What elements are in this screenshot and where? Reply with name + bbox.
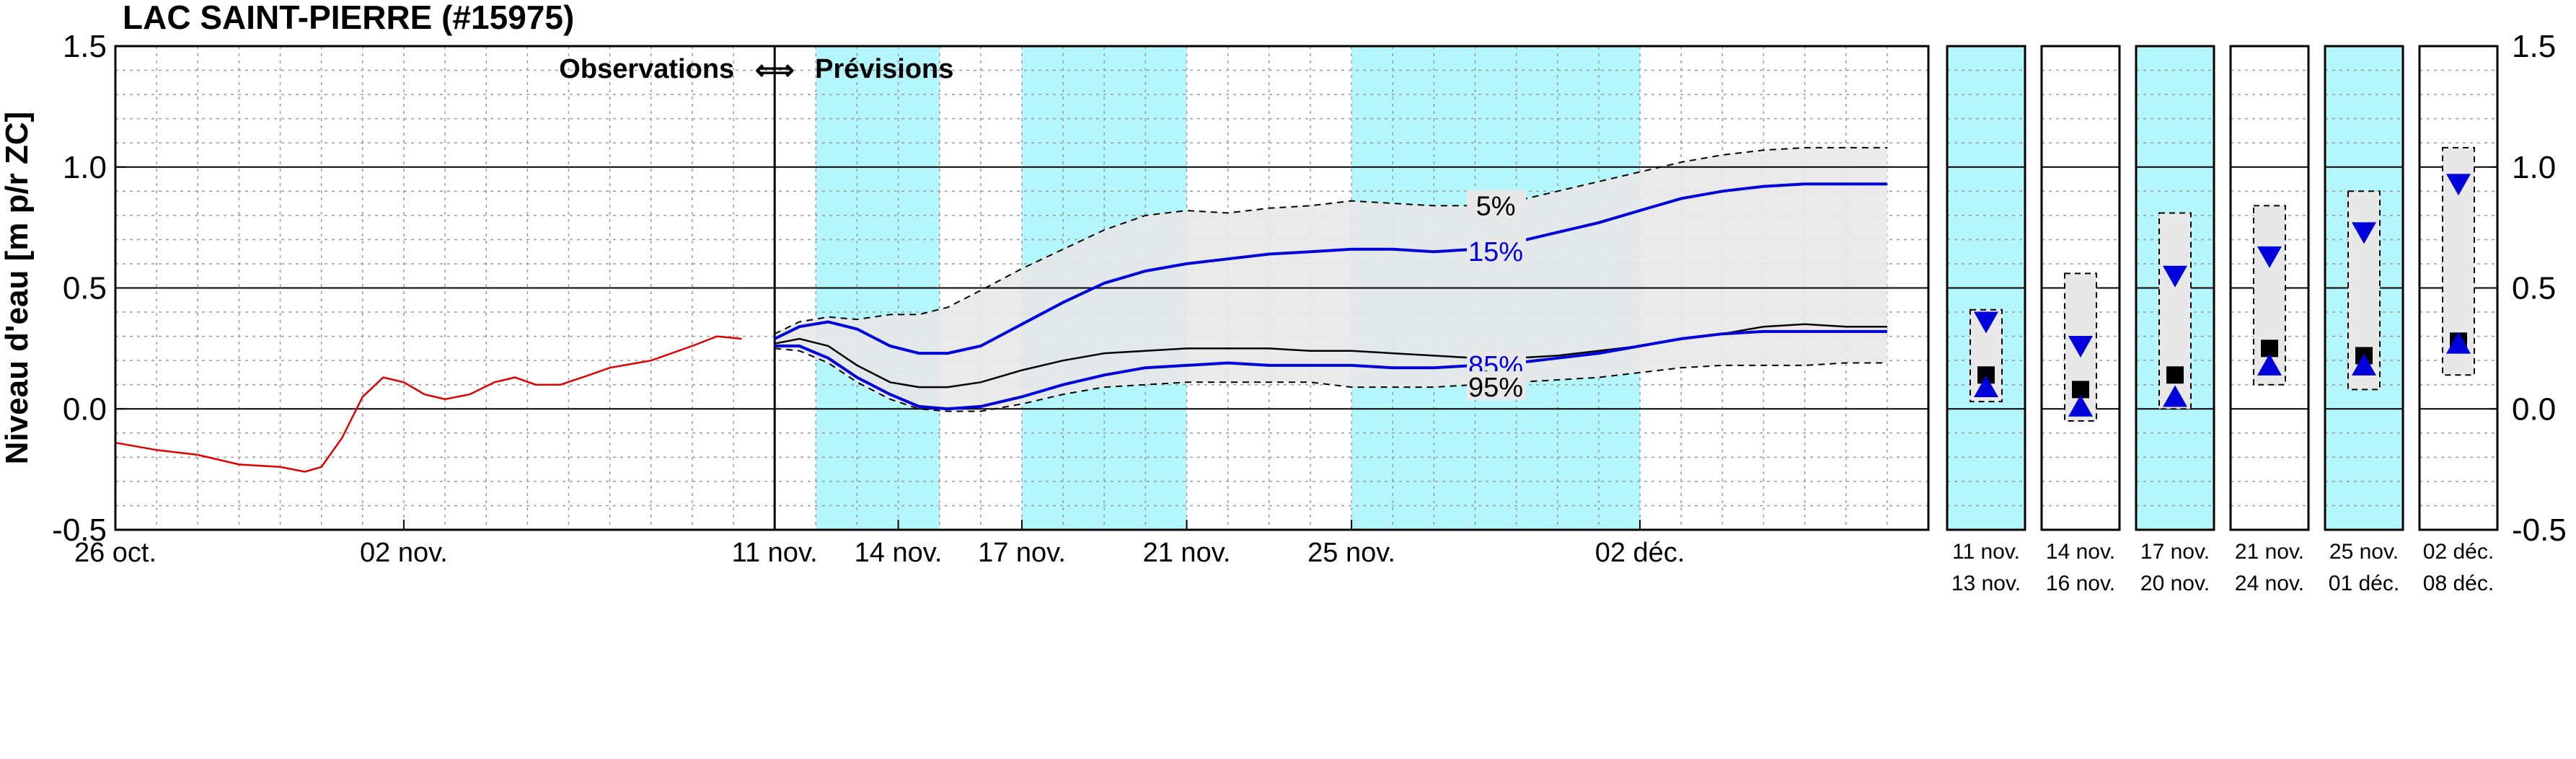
x-tick-label: 26 oct. [74,538,156,568]
label-95pct: 95% [1468,373,1523,403]
period-end-label: 08 déc. [2423,572,2494,595]
y-tick-label: 0.5 [63,271,107,306]
period-start-label: 14 nov. [2046,540,2115,564]
y-axis-label: Niveau d'eau [m p/r ZC] [0,112,35,465]
down-triangle-icon [1974,311,1998,334]
y-tick-label: -0.5 [52,512,107,548]
x-tick-label: 21 nov. [1143,538,1231,568]
y-tick-label-right: 1.5 [2512,29,2556,64]
label-15pct-bg [1467,236,1527,265]
x-tick-label: 11 nov. [732,538,818,568]
period-panel-frame [1946,45,2026,531]
label-5pct-bg [1467,190,1527,219]
period-end-label: 20 nov. [2140,572,2210,595]
series-5pct-line [774,146,1887,335]
y-tick-label-right: 0.0 [2512,391,2556,427]
period-end-label: 24 nov. [2235,572,2304,595]
y-tick-label: 0.0 [63,391,107,427]
forecast-label: Prévisions [815,54,953,84]
series-15pct-line [774,182,1887,355]
period-start-label: 21 nov. [2235,540,2304,564]
x-tick-label: 14 nov. [855,538,943,568]
confidence-band [775,147,1887,412]
x-tick-label: 02 déc. [1595,538,1685,568]
x-tick-label: 02 nov. [360,538,448,568]
observations-label: Observations [559,54,734,84]
y-tick-label-right: -0.5 [2512,512,2567,548]
label-15pct: 15% [1468,237,1523,267]
up-triangle-icon [2352,353,2376,376]
up-triangle-icon [2068,394,2093,417]
down-triangle-icon [2352,222,2376,244]
up-triangle-icon [2163,385,2187,407]
down-triangle-icon [2446,174,2471,196]
series-85pct-line [775,329,1887,411]
period-start-label: 11 nov. [1952,540,2020,564]
y-tick-label-right: 1.0 [2512,150,2556,185]
up-triangle-icon [1974,376,1998,398]
period-panel-frame [2324,45,2404,531]
period-panel-frame [2229,45,2310,531]
y-tick-label-right: 0.5 [2512,271,2556,306]
label-5pct: 5% [1476,191,1516,221]
down-triangle-icon [2163,265,2187,288]
period-panel-frame [2040,45,2121,531]
chart-title: LAC SAINT-PIERRE (#15975) [123,0,574,36]
up-triangle-icon [2257,353,2282,376]
up-triangle-icon [2446,332,2471,354]
period-start-label: 17 nov. [2140,540,2210,564]
down-triangle-icon [2068,336,2093,358]
period-start-label: 02 déc. [2423,540,2494,564]
observed-line [115,335,742,473]
median-square-icon [2166,366,2184,384]
x-tick-label: 25 nov. [1307,538,1395,568]
y-tick-label: 1.5 [63,29,107,64]
period-end-label: 16 nov. [2046,572,2115,595]
obs-prev-arrow-icon: ⟺ [755,56,794,86]
x-tick-label: 17 nov. [978,538,1066,568]
period-panel-frame [2135,45,2215,531]
label-95pct-bg [1467,371,1527,401]
series-95pct-line [775,347,1887,412]
period-end-label: 13 nov. [1951,572,2021,595]
y-tick-label: 1.0 [63,150,107,185]
period-start-label: 25 nov. [2329,540,2399,564]
period-end-label: 01 déc. [2329,572,2399,595]
down-triangle-icon [2257,246,2282,268]
